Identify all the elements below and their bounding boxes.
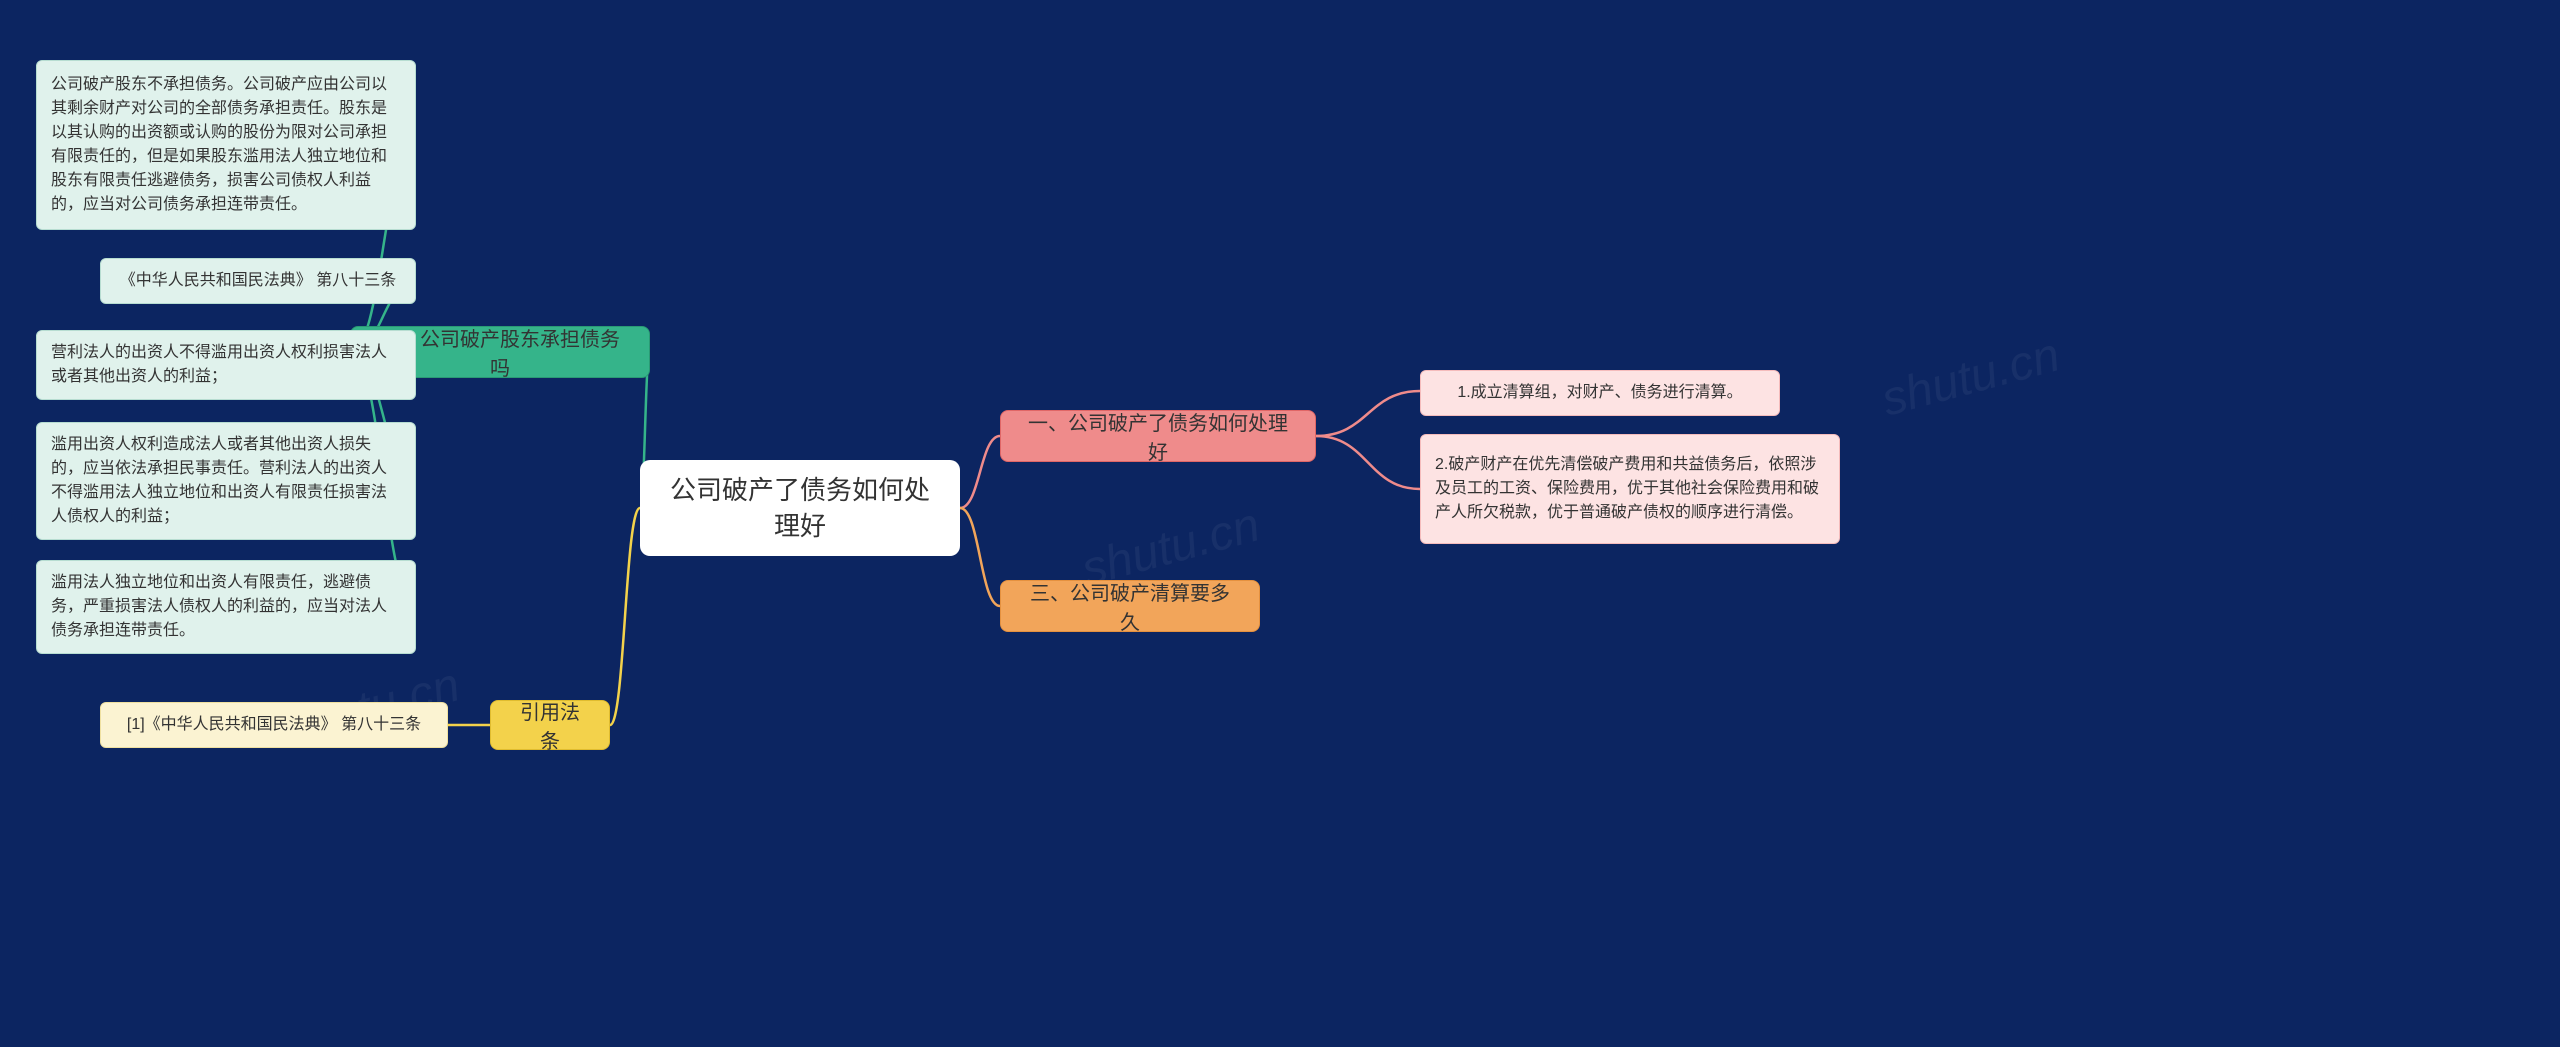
leaf-node: 营利法人的出资人不得滥用出资人权利损害法人或者其他出资人的利益；: [36, 330, 416, 400]
leaf-label: 1.成立清算组，对财产、债务进行清算。: [1457, 381, 1742, 405]
leaf-label: 滥用出资人权利造成法人或者其他出资人损失的，应当依法承担民事责任。营利法人的出资…: [51, 433, 401, 529]
branch-label: 三、公司破产清算要多久: [1021, 577, 1239, 635]
leaf-label: [1]《中华人民共和国民法典》 第八十三条: [127, 713, 421, 737]
leaf-node: 滥用法人独立地位和出资人有限责任，逃避债务，严重损害法人债权人的利益的，应当对法…: [36, 560, 416, 654]
leaf-label: 公司破产股东不承担债务。公司破产应由公司以其剩余财产对公司的全部债务承担责任。股…: [51, 73, 401, 217]
branch-node: 一、公司破产了债务如何处理好: [1000, 410, 1316, 462]
watermark: shutu.cn: [1876, 327, 2066, 427]
leaf-label: 营利法人的出资人不得滥用出资人权利损害法人或者其他出资人的利益；: [51, 341, 401, 389]
branch-node: 引用法条: [490, 700, 610, 750]
leaf-node: 1.成立清算组，对财产、债务进行清算。: [1420, 370, 1780, 416]
leaf-node: [1]《中华人民共和国民法典》 第八十三条: [100, 702, 448, 748]
root-label: 公司破产了债务如何处理好: [658, 472, 942, 545]
leaf-node: 《中华人民共和国民法典》 第八十三条: [100, 258, 416, 304]
root-node: 公司破产了债务如何处理好: [640, 460, 960, 556]
leaf-node: 公司破产股东不承担债务。公司破产应由公司以其剩余财产对公司的全部债务承担责任。股…: [36, 60, 416, 230]
leaf-label: 2.破产财产在优先清偿破产费用和共益债务后，依照涉及员工的工资、保险费用，优于其…: [1435, 453, 1825, 525]
leaf-node: 2.破产财产在优先清偿破产费用和共益债务后，依照涉及员工的工资、保险费用，优于其…: [1420, 434, 1840, 544]
branch-label: 引用法条: [511, 696, 589, 754]
branch-label: 一、公司破产了债务如何处理好: [1021, 407, 1295, 465]
branch-node: 三、公司破产清算要多久: [1000, 580, 1260, 632]
leaf-label: 滥用法人独立地位和出资人有限责任，逃避债务，严重损害法人债权人的利益的，应当对法…: [51, 571, 401, 643]
leaf-label: 《中华人民共和国民法典》 第八十三条: [120, 269, 396, 293]
leaf-node: 滥用出资人权利造成法人或者其他出资人损失的，应当依法承担民事责任。营利法人的出资…: [36, 422, 416, 540]
